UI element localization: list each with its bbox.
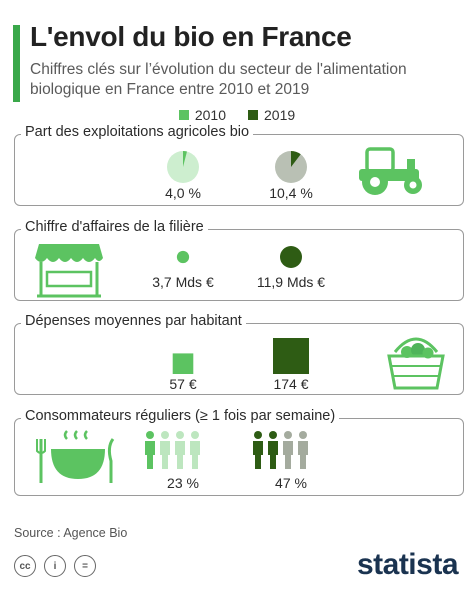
people-markers [145, 431, 308, 469]
section-label-farms: Part des exploitations agricoles bio [21, 124, 254, 140]
meal-icon [36, 430, 115, 483]
legend: 2010 2019 [0, 107, 474, 123]
section-farms: Part des exploitations agricoles bio 4,0… [14, 124, 464, 206]
section-consumers: Consommateurs réguliers (≥ 1 fois par se… [14, 408, 464, 496]
legend-item-2010: 2010 [178, 107, 226, 123]
value-revenue-2019: 11,9 Mds € [256, 274, 326, 290]
value-farms-2010: 4,0 % [165, 185, 201, 201]
person-2019-3 [283, 431, 293, 469]
spending-markers [172, 338, 309, 374]
person-2010-3 [175, 431, 185, 469]
value-consumers-2010: 23 % [167, 475, 199, 491]
tractor-icon [359, 147, 422, 195]
section-spending: Dépenses moyennes par habitant 57 € 174 … [14, 313, 464, 395]
pie-2019 [275, 151, 307, 183]
revenue-circle-2019 [280, 246, 302, 268]
nd-icon: = [74, 555, 96, 577]
section-label-consumers: Consommateurs réguliers (≥ 1 fois par se… [21, 408, 340, 424]
section-label-spending: Dépenses moyennes par habitant [21, 313, 246, 329]
by-icon: i [44, 555, 66, 577]
market-stall-icon [35, 244, 103, 298]
value-revenue-2010: 3,7 Mds € [152, 274, 214, 290]
pie-2010 [167, 151, 199, 183]
person-2019-2 [268, 431, 278, 469]
revenue-markers [176, 246, 302, 268]
legend-item-2019: 2019 [248, 107, 295, 123]
value-spending-2019: 174 € [273, 376, 309, 392]
legend-label-2019: 2019 [264, 107, 296, 123]
brand-logo[interactable]: statista [356, 548, 459, 581]
legend-swatch-2010 [178, 110, 189, 120]
spending-square-2010 [172, 353, 194, 374]
person-2010-1 [145, 431, 155, 469]
vegetable-basket-icon [387, 337, 445, 390]
value-consumers-2019: 47 % [275, 475, 307, 491]
pie-slice-2010 [183, 151, 187, 167]
section-label-revenue: Chiffre d'affaires de la filière [21, 219, 208, 235]
cc-icon: cc [14, 555, 36, 577]
value-spending-2010: 57 € [169, 376, 197, 392]
person-2019-4 [298, 431, 308, 469]
legend-swatch-2019 [248, 110, 258, 120]
pie-slice-2019 [291, 151, 301, 167]
spending-square-2019 [273, 338, 309, 374]
source-note: Source : Agence Bio [14, 526, 128, 540]
person-2010-4 [190, 431, 200, 469]
legend-label-2010: 2010 [194, 107, 226, 123]
value-farms-2019: 10,4 % [269, 185, 313, 201]
person-2010-2 [160, 431, 170, 469]
page-subtitle: Chiffres clés sur l’évolution du secteur… [30, 61, 407, 98]
person-2019-1 [253, 431, 263, 469]
page-title: L'envol du bio en France [30, 21, 352, 52]
revenue-circle-2010 [176, 250, 190, 264]
title-accent-bar [13, 25, 20, 102]
section-revenue: Chiffre d'affaires de la filière 3,7 Mds… [14, 219, 464, 301]
